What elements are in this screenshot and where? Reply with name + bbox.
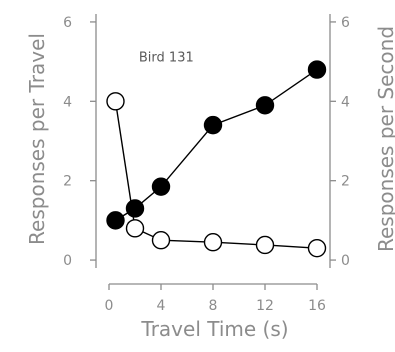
data-point-open xyxy=(106,92,125,111)
x-axis-title: Travel Time (s) xyxy=(140,317,288,341)
x-tick-label: 12 xyxy=(256,298,274,314)
y2-axis-title: Responses per Second xyxy=(374,26,395,252)
data-point-open xyxy=(151,231,171,250)
left-y-tick-label: 2 xyxy=(63,174,72,190)
right-y-tick-label: 4 xyxy=(341,94,350,110)
right-y-tick-label: 2 xyxy=(341,174,350,190)
series-line-filled xyxy=(115,68,318,221)
right-y-tick-label: 6 xyxy=(341,15,350,31)
data-point-filled xyxy=(255,96,275,115)
ticks: 0 2 4 6 0 2 4 6 0 4 8 12 16 xyxy=(63,15,350,314)
x-tick-label: 16 xyxy=(308,298,326,314)
left-y-tick-label: 0 xyxy=(63,253,72,269)
x-tick-label: 8 xyxy=(209,298,218,314)
annotation-label: Bird 131 xyxy=(139,51,194,66)
left-y-tick-label: 4 xyxy=(63,94,72,110)
data-point-open xyxy=(255,235,275,255)
data-point-filled xyxy=(106,211,125,230)
right-y-tick-label: 0 xyxy=(341,253,350,269)
series xyxy=(106,60,327,258)
data-point-filled xyxy=(203,115,223,135)
x-tick-label: 4 xyxy=(157,298,166,314)
left-y-tick-label: 6 xyxy=(63,15,72,31)
data-point-open xyxy=(125,219,145,238)
data-point-open xyxy=(203,233,223,252)
data-point-open xyxy=(307,238,327,258)
data-point-filled xyxy=(151,177,171,196)
x-tick-label: 0 xyxy=(105,298,114,314)
data-point-filled xyxy=(307,60,327,79)
data-point-filled xyxy=(125,199,145,218)
y-axis-title: Responses per Travel xyxy=(25,33,49,245)
